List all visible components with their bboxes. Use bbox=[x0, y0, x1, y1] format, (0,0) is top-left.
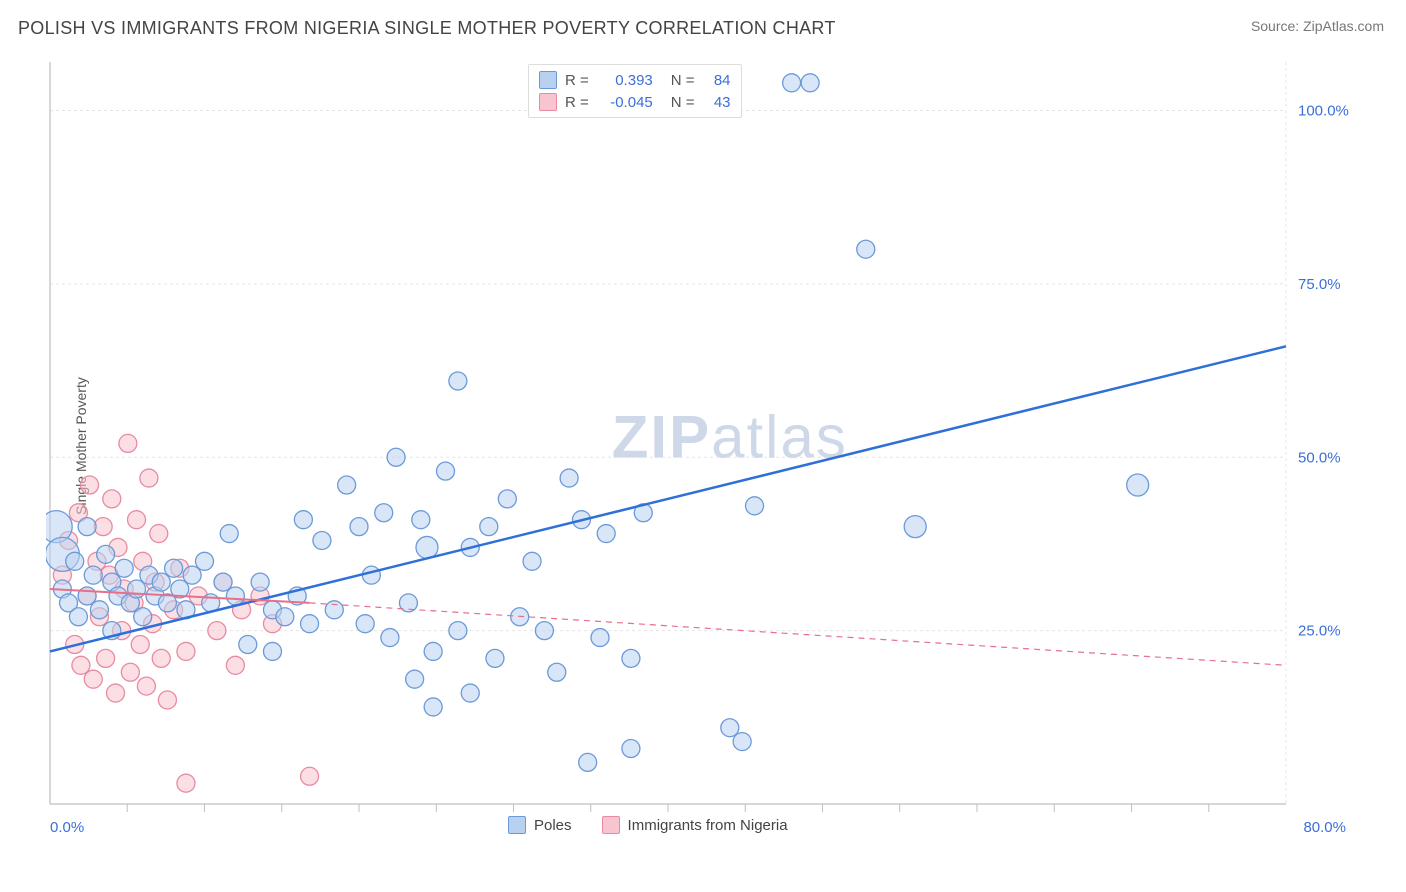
legend-item: Poles bbox=[508, 816, 572, 834]
legend-swatch bbox=[508, 816, 526, 834]
legend-item: Immigrants from Nigeria bbox=[602, 816, 788, 834]
legend-r-value: -0.045 bbox=[597, 94, 653, 111]
correlation-legend: R = 0.393 N = 84 R = -0.045 N = 43 bbox=[528, 64, 742, 118]
legend-swatch bbox=[539, 71, 557, 89]
legend-r-prefix: R = bbox=[565, 72, 589, 89]
legend-n-prefix: N = bbox=[671, 94, 695, 111]
legend-label: Immigrants from Nigeria bbox=[628, 817, 788, 834]
legend-swatch bbox=[539, 93, 557, 111]
legend-n-value: 43 bbox=[703, 94, 731, 111]
svg-text:0.0%: 0.0% bbox=[50, 819, 84, 836]
source-attribution: Source: ZipAtlas.com bbox=[1251, 18, 1384, 34]
svg-text:80.0%: 80.0% bbox=[1303, 819, 1346, 836]
svg-text:ZIPatlas: ZIPatlas bbox=[612, 403, 848, 470]
svg-text:25.0%: 25.0% bbox=[1298, 623, 1341, 640]
legend-r-value: 0.393 bbox=[597, 72, 653, 89]
plot-area: ZIPatlas 25.0% 50.0% 75.0% 100.0% 0.0% 80.0% bbox=[46, 62, 1366, 840]
chart-container: POLISH VS IMMIGRANTS FROM NIGERIA SINGLE… bbox=[0, 0, 1406, 892]
scatter-svg: ZIPatlas 25.0% 50.0% 75.0% 100.0% 0.0% 80.0% bbox=[46, 62, 1366, 840]
chart-title: POLISH VS IMMIGRANTS FROM NIGERIA SINGLE… bbox=[18, 18, 836, 39]
legend-n-value: 84 bbox=[703, 72, 731, 89]
series-legend: Poles Immigrants from Nigeria bbox=[508, 816, 788, 834]
svg-text:50.0%: 50.0% bbox=[1298, 449, 1341, 466]
legend-r-prefix: R = bbox=[565, 94, 589, 111]
svg-text:75.0%: 75.0% bbox=[1298, 276, 1341, 293]
legend-label: Poles bbox=[534, 817, 572, 834]
svg-text:100.0%: 100.0% bbox=[1298, 103, 1349, 120]
legend-n-prefix: N = bbox=[671, 72, 695, 89]
legend-swatch bbox=[602, 816, 620, 834]
